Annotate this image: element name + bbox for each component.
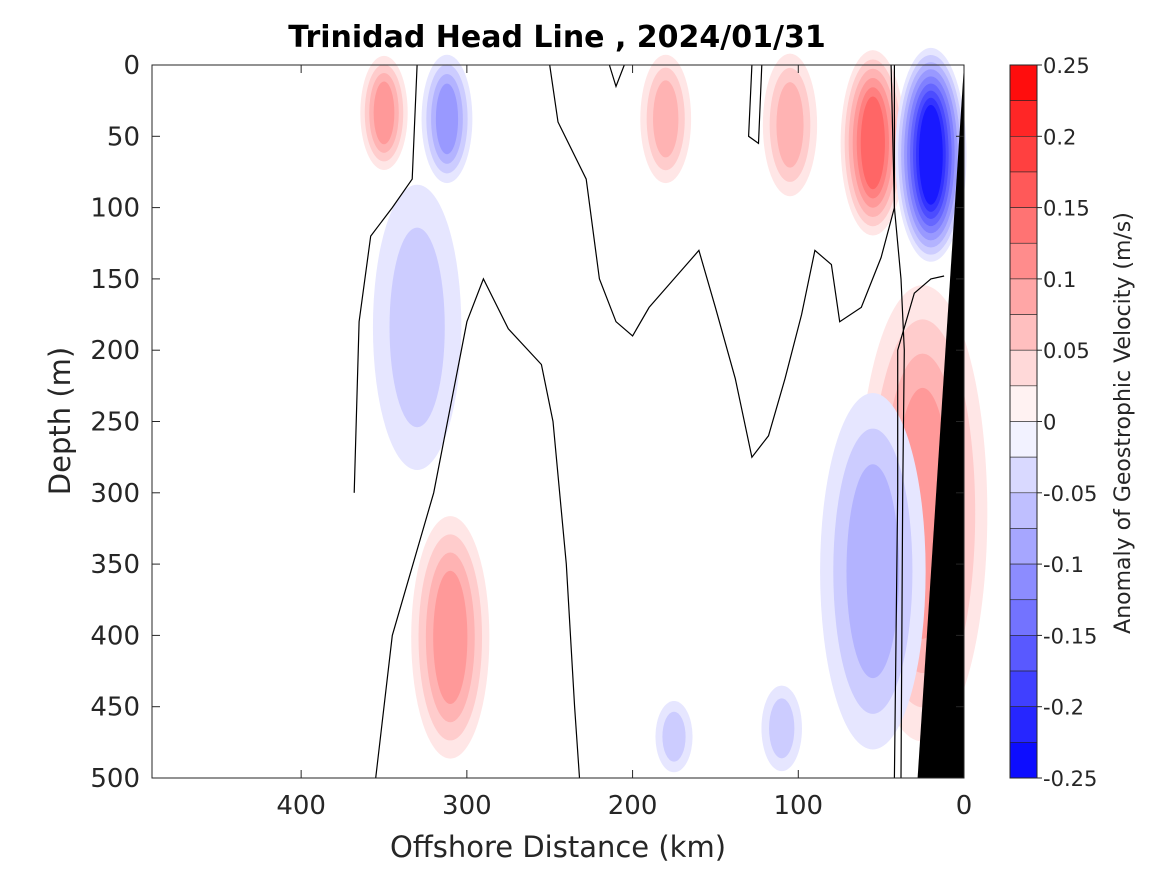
x-tick-label: 200 bbox=[608, 791, 658, 821]
colorbar-band bbox=[1009, 385, 1038, 422]
colorbar-band bbox=[1009, 563, 1038, 601]
y-tick-label: 50 bbox=[107, 122, 140, 152]
colorbar-band bbox=[1009, 492, 1038, 529]
colorbar-band bbox=[1009, 242, 1038, 280]
y-tick-label: 0 bbox=[123, 51, 140, 81]
y-tick-label: 450 bbox=[90, 693, 140, 723]
anomaly-band bbox=[918, 104, 943, 205]
x-tick-label: 100 bbox=[773, 791, 823, 821]
anomaly-band bbox=[662, 711, 686, 762]
colorbar-band bbox=[1009, 314, 1038, 351]
colorbar-tick-label: 0.15 bbox=[1043, 197, 1090, 221]
y-ticks: 0 50 100 150 200 250 300 350 400 450 500 bbox=[90, 51, 964, 794]
anomaly-band bbox=[860, 96, 885, 190]
zero-contour-line bbox=[353, 64, 418, 493]
anomaly-band bbox=[653, 80, 679, 158]
colorbar-tick-label: -0.1 bbox=[1043, 553, 1084, 577]
colorbar-band bbox=[1009, 136, 1038, 173]
colorbar-tick-label: -0.2 bbox=[1043, 696, 1084, 720]
colorbar-band bbox=[1009, 421, 1038, 458]
colorbar-band bbox=[1009, 635, 1038, 672]
colorbar-tick-label: -0.05 bbox=[1043, 482, 1097, 506]
colorbar-band bbox=[1009, 100, 1038, 137]
zero-contour-line bbox=[747, 64, 763, 145]
zero-contours bbox=[353, 64, 945, 779]
colorbar-band bbox=[1009, 706, 1038, 743]
colorbar-tick-label: 0.1 bbox=[1043, 268, 1076, 292]
colorbar-band bbox=[1009, 64, 1038, 101]
anomaly-band bbox=[846, 464, 900, 679]
bathymetry-slope bbox=[917, 65, 964, 778]
colorbar-band bbox=[1009, 207, 1038, 244]
x-tick-label: 400 bbox=[276, 791, 326, 821]
anomaly-band bbox=[435, 83, 459, 155]
y-axis-label: Depth (m) bbox=[43, 347, 77, 495]
y-tick-label: 300 bbox=[90, 479, 140, 509]
y-tick-label: 250 bbox=[90, 408, 140, 438]
colorbar-tick-label: -0.25 bbox=[1043, 767, 1097, 791]
zero-contour-line bbox=[375, 277, 581, 779]
y-tick-label: 400 bbox=[90, 621, 140, 651]
anomaly-band bbox=[776, 82, 804, 168]
colorbar-band bbox=[1009, 171, 1038, 208]
y-tick-label: 350 bbox=[90, 550, 140, 580]
chart-title: Trinidad Head Line , 2024/01/31 bbox=[288, 20, 825, 55]
colorbar-tick-label: -0.15 bbox=[1043, 624, 1097, 648]
y-tick-label: 200 bbox=[90, 336, 140, 366]
zero-contour-line bbox=[608, 64, 625, 89]
x-ticks: 400 300 200 100 0 bbox=[276, 65, 972, 821]
colorbar-band bbox=[1009, 742, 1038, 779]
anomaly-band bbox=[433, 570, 468, 705]
plot-area: 400 300 200 100 0 0 50 100 150 200 250 300 350 400 45… bbox=[90, 47, 988, 821]
colorbar: 0.25 0.2 0.15 0.1 0.05 0 -0.05 -0.1 -0.15 -0.2 -0.… bbox=[1009, 54, 1097, 791]
zero-contour-line bbox=[890, 64, 905, 779]
x-tick-label: 0 bbox=[956, 791, 973, 821]
colorbar-band bbox=[1009, 456, 1038, 494]
colorbar-tick-label: 0.2 bbox=[1043, 125, 1076, 149]
y-tick-label: 500 bbox=[90, 764, 140, 794]
colorbar-band bbox=[1009, 528, 1038, 565]
zero-contour-line bbox=[893, 275, 945, 779]
colorbar-tick-label: 0 bbox=[1043, 411, 1056, 435]
colorbar-band bbox=[1009, 599, 1038, 636]
colorbar-label: Anomaly of Geostrophic Velocity (m/s) bbox=[1111, 212, 1136, 634]
colorbar-band bbox=[1009, 349, 1038, 387]
y-tick-label: 100 bbox=[90, 194, 140, 224]
x-axis-label: Offshore Distance (km) bbox=[390, 830, 726, 864]
colorbar-band bbox=[1009, 670, 1038, 707]
colorbar-tick-label: 0.05 bbox=[1043, 339, 1090, 363]
anomaly-band bbox=[769, 698, 795, 759]
colorbar-tick-label: 0.25 bbox=[1043, 54, 1090, 78]
x-tick-label: 300 bbox=[442, 791, 492, 821]
colorbar-band bbox=[1009, 278, 1038, 315]
zero-contour-line bbox=[549, 64, 895, 459]
anomaly-band bbox=[389, 227, 445, 428]
y-tick-label: 150 bbox=[90, 265, 140, 295]
anomaly-band bbox=[373, 81, 395, 145]
